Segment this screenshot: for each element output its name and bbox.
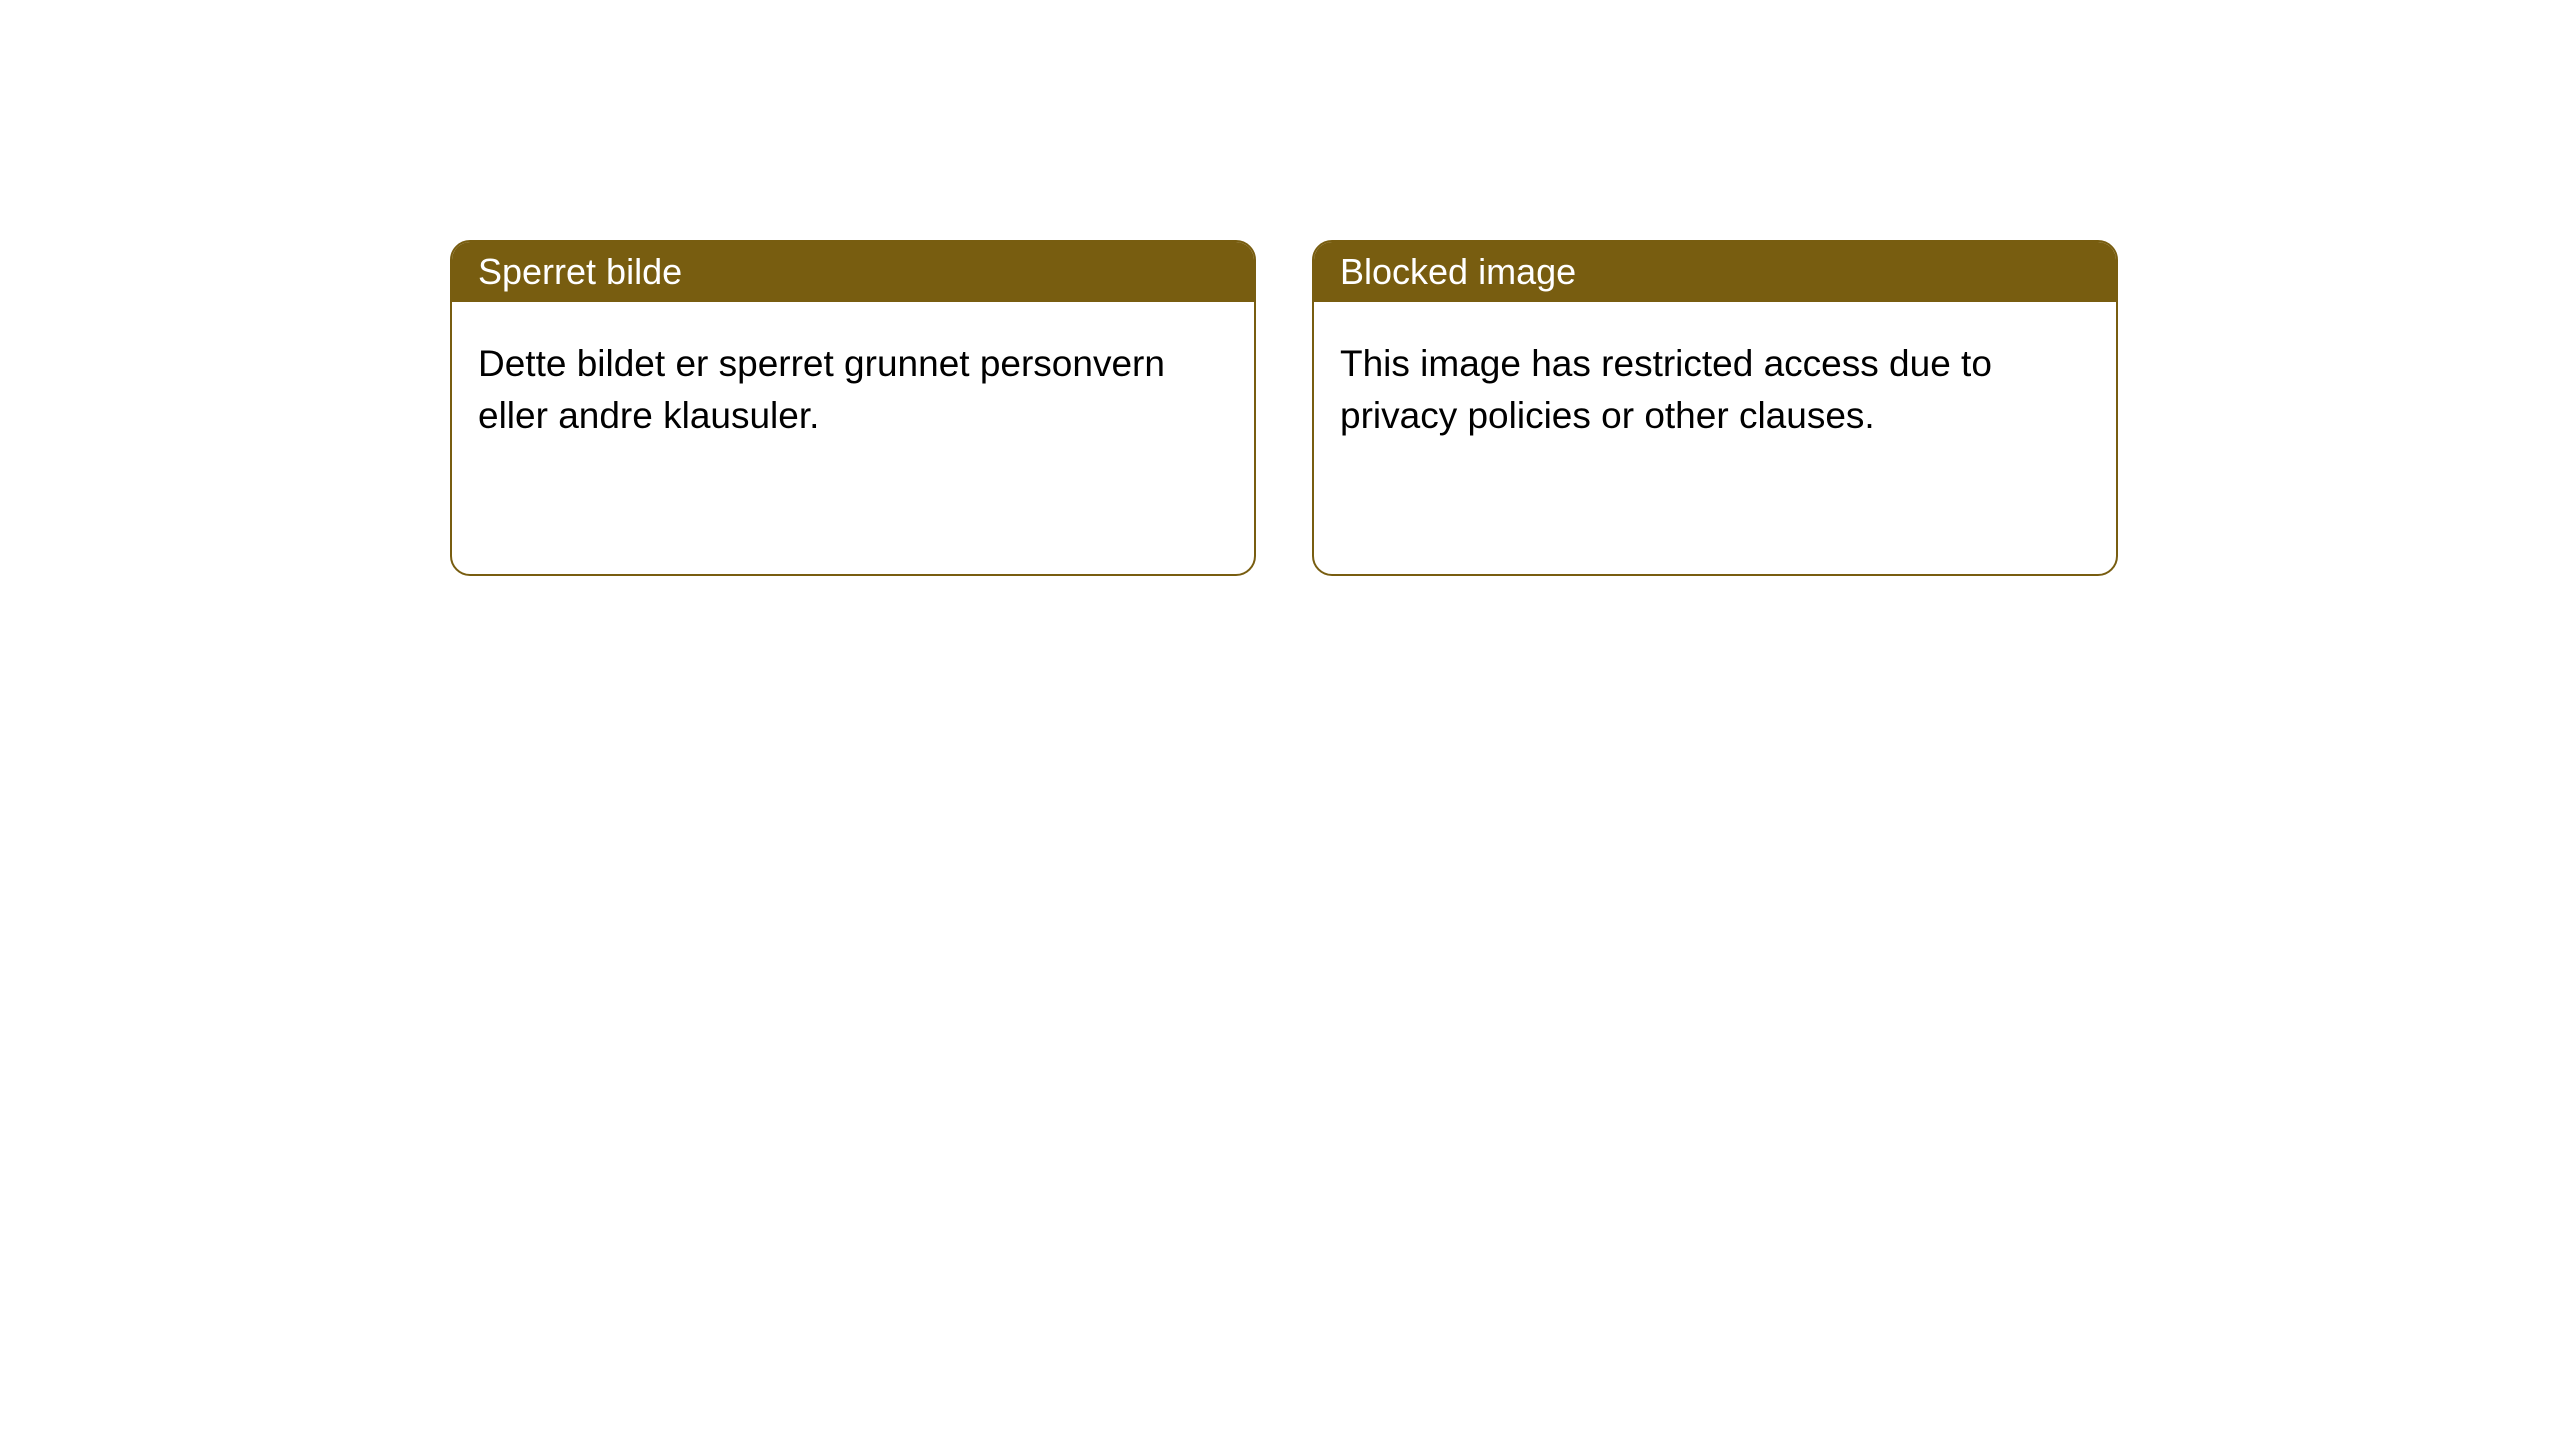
blocked-image-card-no: Sperret bilde Dette bildet er sperret gr…	[450, 240, 1256, 576]
card-header: Sperret bilde	[452, 242, 1254, 302]
card-title: Sperret bilde	[478, 251, 682, 293]
cards-container: Sperret bilde Dette bildet er sperret gr…	[0, 0, 2560, 576]
card-body-text: Dette bildet er sperret grunnet personve…	[478, 343, 1165, 436]
card-body: This image has restricted access due to …	[1314, 302, 2116, 478]
card-title: Blocked image	[1340, 251, 1576, 293]
card-body-text: This image has restricted access due to …	[1340, 343, 1992, 436]
card-body: Dette bildet er sperret grunnet personve…	[452, 302, 1254, 478]
blocked-image-card-en: Blocked image This image has restricted …	[1312, 240, 2118, 576]
card-header: Blocked image	[1314, 242, 2116, 302]
